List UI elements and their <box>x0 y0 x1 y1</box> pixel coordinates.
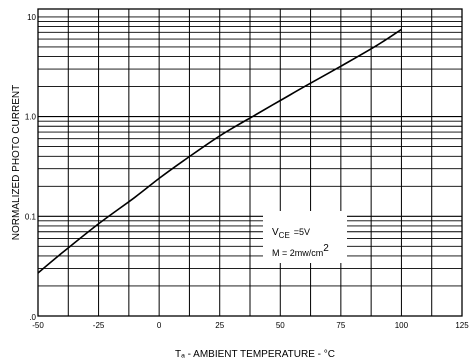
y-tick-label: .0 <box>29 313 36 322</box>
x-axis-label: Tₐ - AMBIENT TEMPERATURE - °C <box>175 349 335 360</box>
vertical-gridlines <box>67 9 433 316</box>
irradiance-superscript: 2 <box>323 243 329 254</box>
y-tick-label: 0.1 <box>25 212 37 221</box>
vce-subscript: CE <box>279 231 290 240</box>
y-tick-labels: .0 0.1 1.0 10 <box>25 13 37 322</box>
x-tick-label: 50 <box>276 321 285 330</box>
x-tick-label: 0 <box>157 321 162 330</box>
x-tick-label: -25 <box>93 321 105 330</box>
x-tick-label: 25 <box>215 321 224 330</box>
annotation-box: VCE =5V M = 2mw/cm2 <box>263 211 347 263</box>
x-tick-label: -50 <box>32 321 44 330</box>
vce-value: =5V <box>294 227 310 237</box>
plot-frame <box>37 8 463 317</box>
irradiance-text: M = 2mw/cm <box>272 248 323 258</box>
x-tick-label: 125 <box>455 321 469 330</box>
x-tick-label: 100 <box>395 321 409 330</box>
irradiance-annotation: M = 2mw/cm2 <box>272 243 329 258</box>
photo-current-curve <box>37 28 402 274</box>
y-tick-label: 10 <box>27 13 36 22</box>
x-tick-labels: -50 -25 0 25 50 75 100 125 <box>32 321 469 330</box>
x-tick-label: 75 <box>336 321 345 330</box>
y-tick-label: 1.0 <box>25 113 37 122</box>
vce-annotation: VCE =5V <box>272 227 310 240</box>
vce-prefix: V <box>272 227 279 238</box>
y-axis-label: NORMALIZED PHOTO CURRENT <box>11 85 22 240</box>
